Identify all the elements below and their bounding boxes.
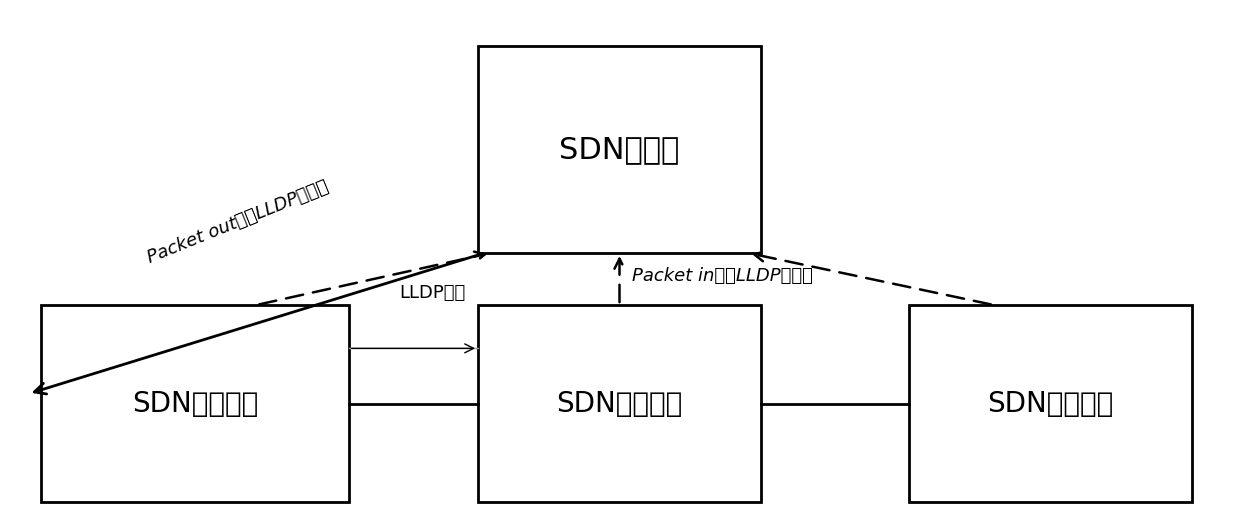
- Text: SDN转发节点: SDN转发节点: [987, 389, 1114, 417]
- Text: SDN转发节点: SDN转发节点: [131, 389, 258, 417]
- Bar: [41, 305, 348, 502]
- Text: SDN控制器: SDN控制器: [559, 135, 680, 164]
- Text: Packet out（含LLDP报文）: Packet out（含LLDP报文）: [145, 178, 331, 267]
- FancyArrowPatch shape: [615, 259, 624, 302]
- Bar: [908, 305, 1192, 502]
- FancyArrowPatch shape: [755, 251, 991, 305]
- FancyArrowPatch shape: [35, 254, 482, 394]
- Text: SDN转发节点: SDN转发节点: [556, 389, 683, 417]
- Text: LLDP报文: LLDP报文: [399, 285, 466, 302]
- Bar: [478, 305, 761, 502]
- Bar: [478, 46, 761, 253]
- Text: Packet in（含LLDP报文）: Packet in（含LLDP报文）: [632, 268, 813, 286]
- FancyArrowPatch shape: [259, 251, 484, 305]
